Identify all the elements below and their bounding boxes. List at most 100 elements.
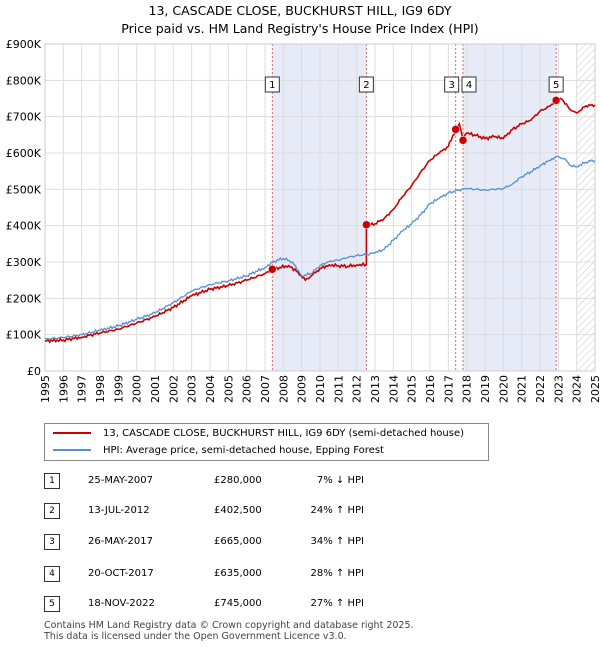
sale-marker-box	[358, 76, 374, 93]
sale-hpi-change: 24% ↑ HPI	[310, 505, 364, 516]
sale-marker-box	[444, 76, 460, 93]
legend-item-price: 13, CASCADE CLOSE, BUCKHURST HILL, IG9 6…	[53, 426, 464, 442]
y-tick-label: £500K	[6, 183, 42, 196]
sale-marker-box	[264, 76, 280, 93]
x-tick-label: 2008	[277, 375, 290, 403]
sale-number-badge: 5	[44, 596, 60, 612]
x-tick-label: 2012	[351, 375, 364, 403]
sale-date: 26-MAY-2017	[88, 536, 154, 547]
table-row: 1 25-MAY-2007 £280,000 7% ↓ HPI	[44, 472, 444, 490]
y-tick-label: £100K	[6, 329, 42, 342]
x-tick-label: 2002	[167, 375, 180, 403]
sale-hpi-change: 7% ↓ HPI	[316, 475, 364, 486]
y-tick-label: £0	[27, 365, 41, 378]
x-tick-label: 2007	[259, 375, 272, 403]
sale-marker-box	[461, 76, 477, 93]
sale-point	[362, 220, 371, 230]
x-tick-label: 2017	[442, 375, 455, 403]
x-tick-label: 2024	[571, 375, 584, 403]
x-tick-label: 2005	[222, 375, 235, 403]
x-tick-label: 2018	[461, 375, 474, 403]
chart-legend: 13, CASCADE CLOSE, BUCKHURST HILL, IG9 6…	[44, 423, 489, 461]
sale-hpi-change: 34% ↑ HPI	[310, 536, 364, 547]
legend-hpi-swatch	[53, 449, 91, 451]
table-row: 2 13-JUL-2012 £402,500 24% ↑ HPI	[44, 502, 444, 520]
title-line-2: Price paid vs. HM Land Registry's House …	[121, 21, 479, 36]
sale-number-badge: 2	[44, 503, 60, 519]
x-tick-label: 2011	[332, 375, 345, 403]
x-tick-label: 1999	[112, 375, 125, 403]
plot-frame	[44, 43, 596, 372]
sale-point	[458, 136, 468, 145]
table-row: 5 18-NOV-2022 £745,000 27% ↑ HPI	[44, 595, 444, 613]
sale-price: £665,000	[214, 536, 262, 547]
sale-date: 13-JUL-2012	[88, 505, 150, 516]
y-tick-label: £800K	[6, 74, 42, 87]
x-tick-label: 2016	[424, 375, 437, 403]
price-paid-line	[44, 97, 596, 344]
sale-marker-number: 4	[466, 80, 472, 91]
sale-price: £745,000	[214, 598, 262, 609]
chart-title: 13, CASCADE CLOSE, BUCKHURST HILL, IG9 6…	[0, 2, 600, 38]
sale-marker-box	[548, 76, 564, 93]
legend-item-hpi: HPI: Average price, semi-detached house,…	[53, 443, 384, 459]
x-tick-label: 1998	[94, 375, 107, 403]
x-tick-label: 2006	[241, 375, 254, 403]
x-tick-label: 1996	[57, 375, 70, 403]
sale-date: 25-MAY-2007	[88, 475, 154, 486]
y-tick-label: £600K	[6, 147, 42, 160]
hpi-line	[44, 155, 596, 340]
y-tick-label: £300K	[6, 256, 42, 269]
sale-marker-number: 2	[363, 80, 369, 91]
sale-number-badge: 3	[44, 534, 60, 550]
x-tick-label: 2019	[479, 375, 492, 403]
sale-point	[268, 265, 277, 274]
sale-price: £635,000	[214, 568, 262, 579]
legend-hpi-label: HPI: Average price, semi-detached house,…	[103, 445, 384, 456]
sale-marker-number: 1	[269, 80, 275, 91]
sale-marker-number: 3	[448, 80, 454, 91]
shaded-range	[463, 44, 557, 371]
table-row: 4 20-OCT-2017 £635,000 28% ↑ HPI	[44, 565, 444, 583]
shaded-range	[272, 44, 367, 371]
sale-point	[451, 125, 460, 134]
forecast-hatched-range	[576, 44, 595, 371]
sale-number-badge: 1	[44, 473, 60, 489]
sale-price: £280,000	[214, 475, 262, 486]
sale-price: £402,500	[214, 505, 262, 516]
price-chart: £0 £100K £200K £300K £400K £500K £600K £700K £80…	[6, 38, 600, 403]
sale-date: 20-OCT-2017	[88, 568, 154, 579]
y-tick-label: £700K	[6, 111, 42, 124]
sale-marker-number: 5	[553, 80, 559, 91]
sale-date: 18-NOV-2022	[88, 598, 155, 609]
y-tick-label: £400K	[6, 220, 42, 233]
footer-attribution: Contains HM Land Registry data © Crown c…	[44, 620, 414, 642]
x-tick-label: 2023	[552, 375, 565, 403]
y-tick-label: £200K	[6, 292, 42, 305]
x-tick-label: 2010	[314, 375, 327, 403]
table-row: 3 26-MAY-2017 £665,000 34% ↑ HPI	[44, 533, 444, 551]
footer-line-2: This data is licensed under the Open Gov…	[44, 631, 347, 642]
x-tick-label: 2025	[589, 375, 600, 403]
x-tick-label: 2004	[204, 375, 217, 403]
x-tick-label: 2000	[131, 375, 144, 403]
x-tick-label: 2014	[387, 375, 400, 403]
x-tick-label: 2020	[497, 375, 510, 403]
x-tick-label: 1997	[76, 375, 89, 403]
x-tick-label: 2001	[149, 375, 162, 403]
footer-line-1: Contains HM Land Registry data © Crown c…	[44, 620, 414, 631]
x-tick-label: 2013	[369, 375, 382, 403]
x-tick-label: 2022	[534, 375, 547, 403]
title-line-1: 13, CASCADE CLOSE, BUCKHURST HILL, IG9 6…	[148, 3, 452, 18]
x-tick-label: 2015	[406, 375, 419, 403]
x-tick-label: 2021	[516, 375, 529, 403]
sale-point	[551, 96, 561, 105]
legend-price-label: 13, CASCADE CLOSE, BUCKHURST HILL, IG9 6…	[103, 428, 465, 439]
x-tick-label: 2003	[186, 375, 199, 403]
x-tick-label: 1995	[39, 375, 52, 403]
x-tick-label: 2009	[296, 375, 309, 403]
legend-price-swatch	[53, 432, 91, 434]
sale-hpi-change: 27% ↑ HPI	[310, 598, 364, 609]
y-tick-label: £900K	[6, 38, 42, 51]
sale-number-badge: 4	[44, 566, 60, 582]
